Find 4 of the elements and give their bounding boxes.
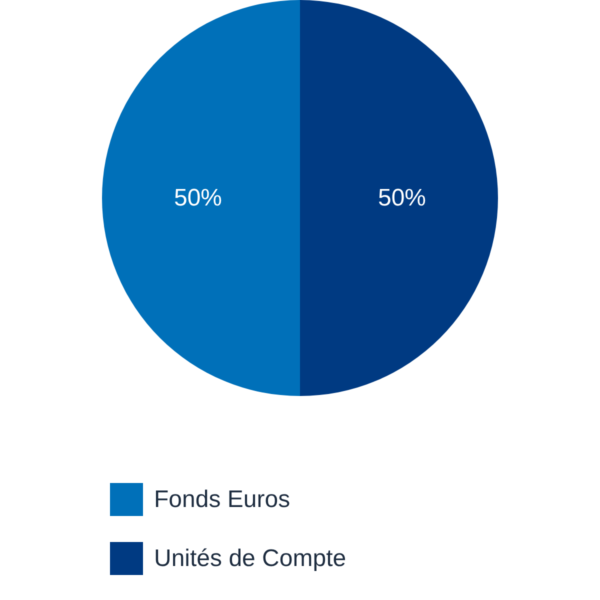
data-label: 50%	[174, 184, 222, 212]
data-label: 50%	[378, 184, 426, 212]
legend-label: Unités de Compte	[154, 545, 346, 572]
legend-label: Fonds Euros	[154, 486, 290, 513]
